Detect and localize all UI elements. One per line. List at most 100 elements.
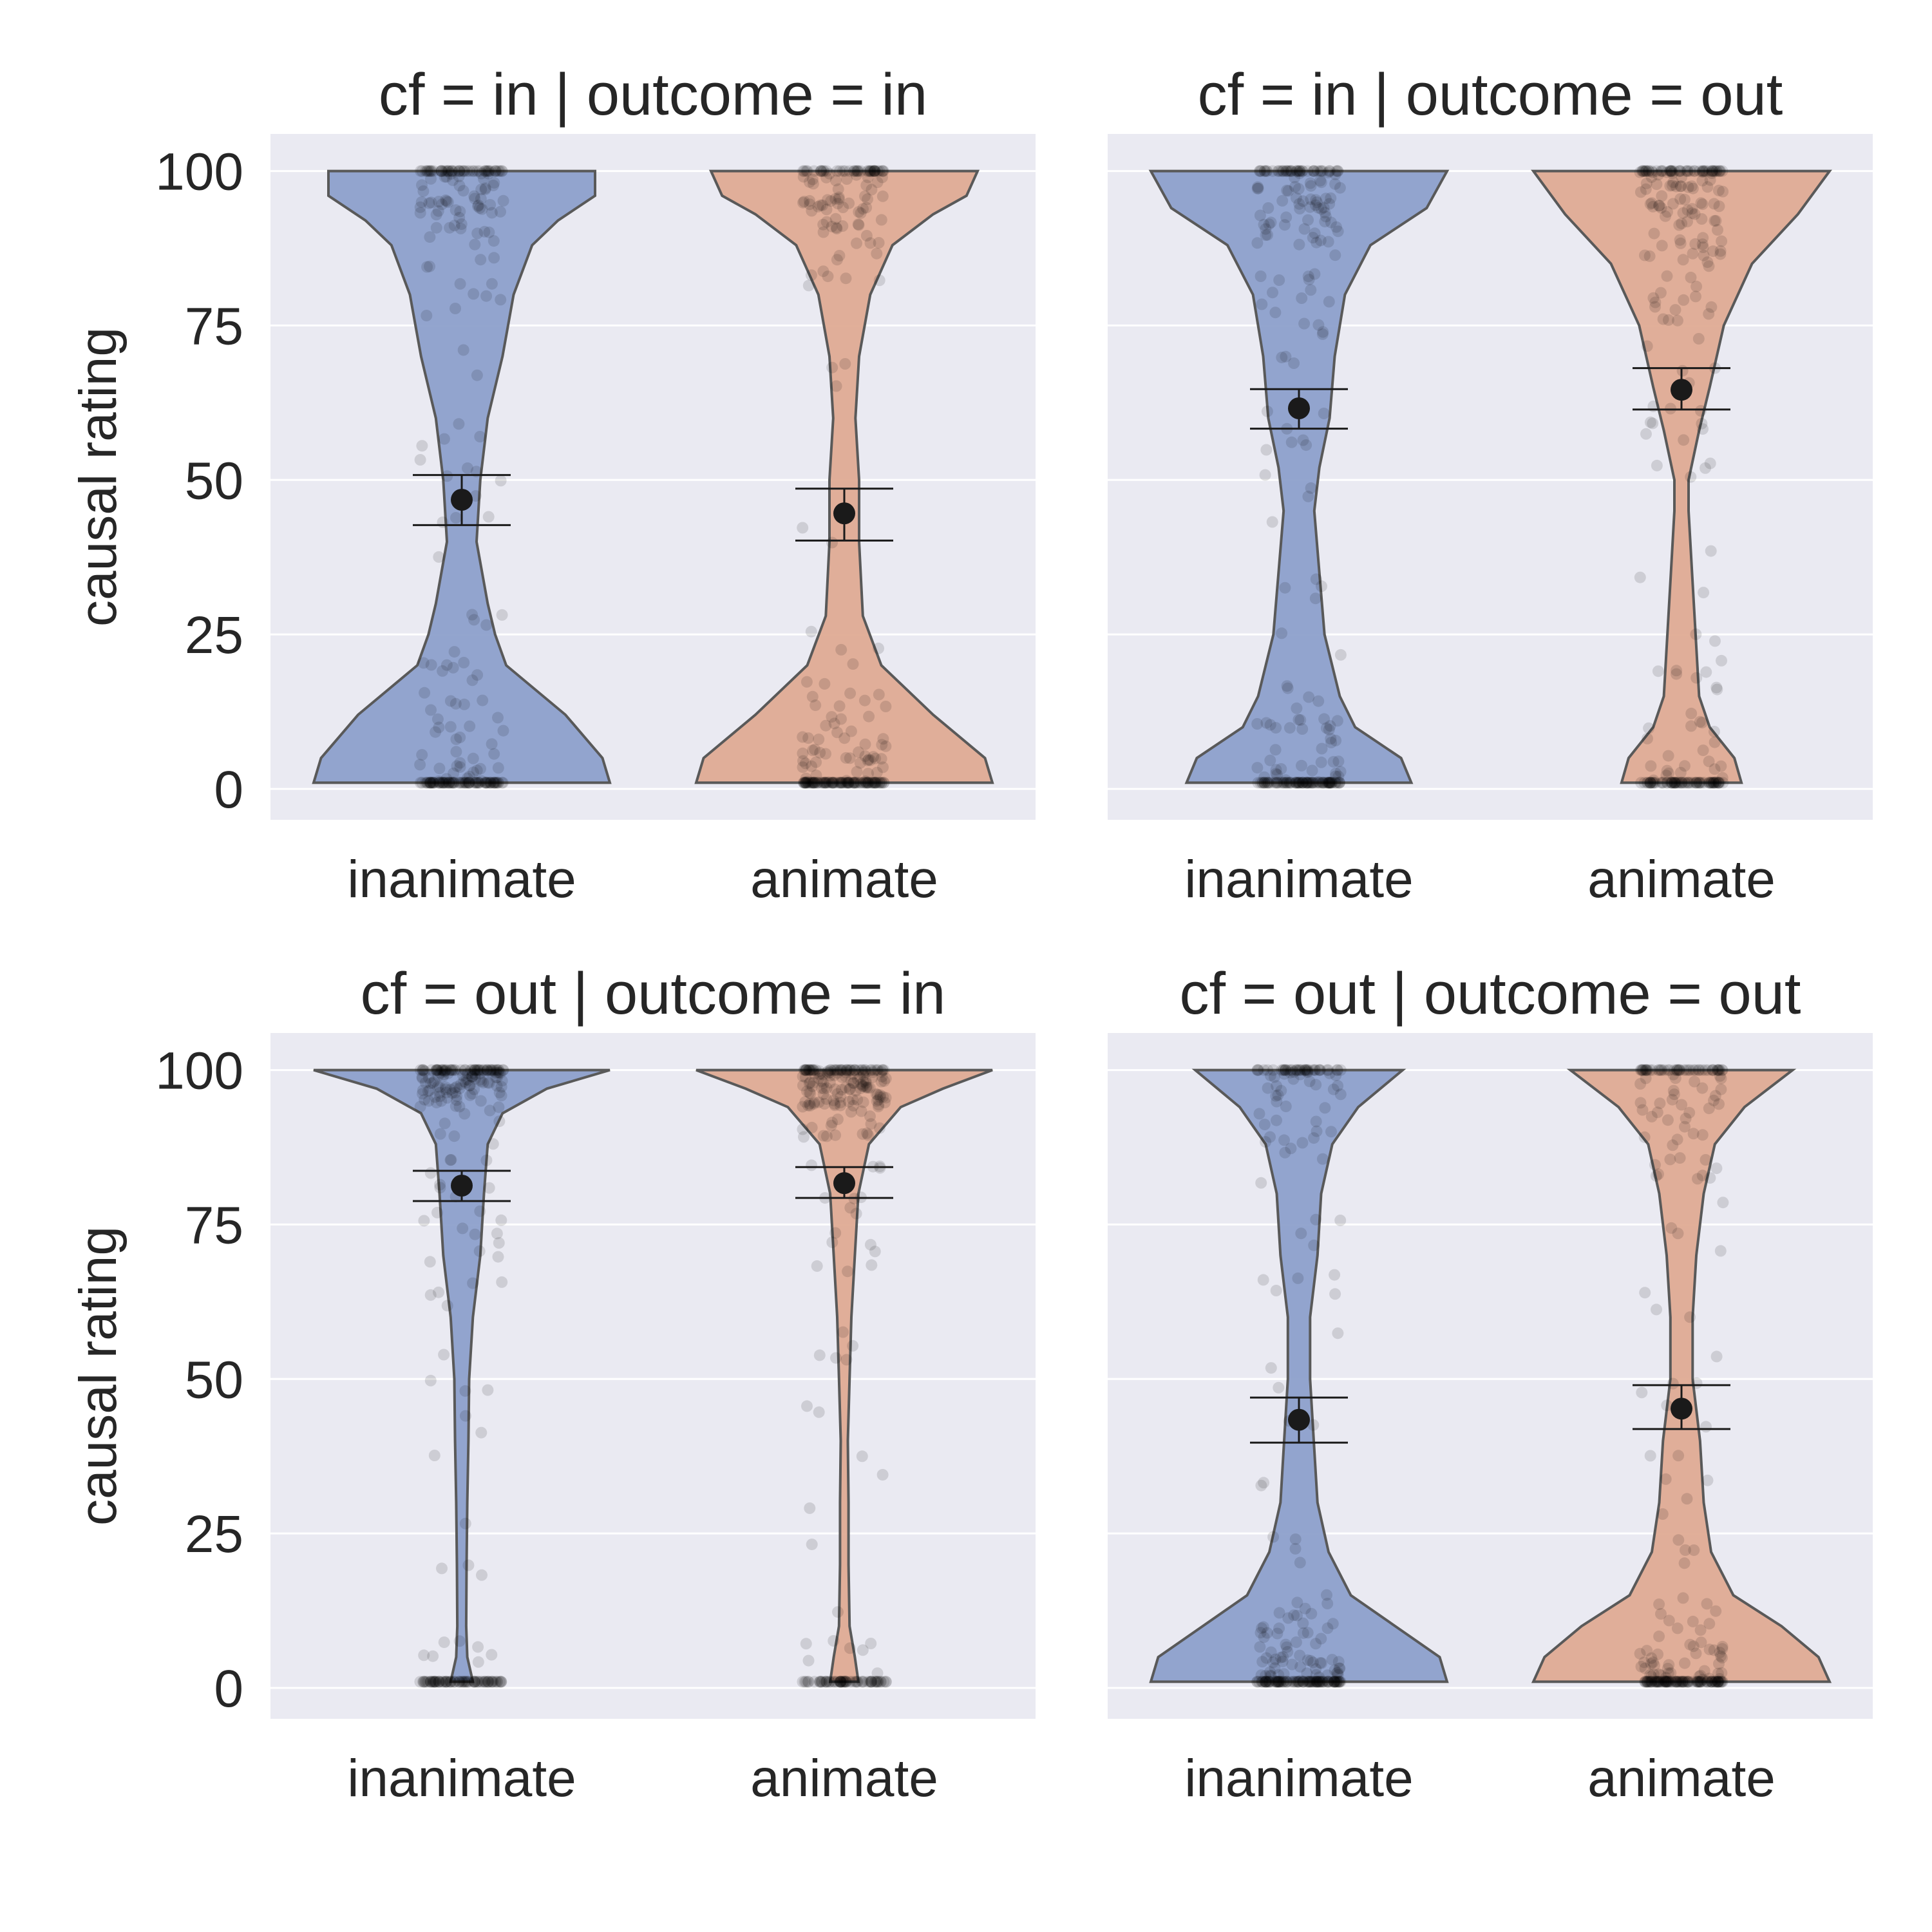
- data-point: [834, 1097, 846, 1109]
- data-point: [495, 1081, 507, 1093]
- data-point: [493, 1115, 506, 1128]
- data-point: [428, 777, 439, 789]
- data-point: [1291, 1609, 1303, 1622]
- data-point: [1259, 469, 1271, 481]
- data-point: [1313, 1676, 1325, 1688]
- data-point: [857, 1644, 869, 1656]
- data-point: [860, 777, 872, 789]
- data-point: [1260, 1676, 1272, 1688]
- data-point: [878, 1676, 890, 1688]
- data-point: [1296, 777, 1309, 789]
- data-point: [1322, 236, 1334, 248]
- data-point: [1664, 165, 1676, 177]
- data-point: [843, 1064, 855, 1076]
- data-point: [1678, 434, 1690, 446]
- data-point: [1670, 1676, 1682, 1688]
- x-tick-label: animate: [750, 1749, 938, 1808]
- data-point: [869, 752, 882, 764]
- data-point: [1682, 181, 1694, 193]
- data-point: [819, 777, 831, 789]
- data-point: [453, 165, 466, 177]
- data-point: [873, 1099, 885, 1111]
- data-point: [482, 167, 495, 180]
- data-point: [414, 454, 426, 466]
- data-point: [825, 1119, 837, 1132]
- data-point: [1262, 777, 1274, 789]
- data-point: [840, 775, 853, 787]
- data-point: [442, 1067, 454, 1079]
- data-point: [1695, 197, 1707, 209]
- data-point: [1709, 165, 1721, 177]
- data-point: [867, 751, 880, 763]
- data-point: [808, 777, 820, 789]
- data-point: [433, 777, 445, 789]
- data-point: [814, 1067, 826, 1079]
- data-point: [430, 209, 442, 221]
- data-point: [1329, 1676, 1341, 1688]
- data-point: [804, 1076, 817, 1088]
- data-point: [463, 777, 475, 789]
- data-point: [1656, 777, 1669, 789]
- data-point: [840, 1081, 851, 1094]
- data-point: [1269, 1653, 1282, 1665]
- data-point: [1693, 1676, 1705, 1688]
- data-point: [1674, 1152, 1686, 1164]
- data-point: [1679, 777, 1691, 789]
- data-point: [430, 1064, 442, 1076]
- data-point: [1712, 224, 1723, 236]
- data-point: [869, 165, 881, 177]
- data-point: [1258, 1631, 1270, 1643]
- data-point: [1680, 1064, 1692, 1076]
- data-point: [1645, 1676, 1658, 1688]
- data-point: [843, 1095, 855, 1108]
- panel-title: cf = out | outcome = out: [1180, 961, 1801, 1027]
- data-point: [817, 265, 829, 278]
- data-point: [1668, 1088, 1680, 1101]
- data-point: [873, 274, 886, 287]
- data-point: [456, 1676, 468, 1688]
- data-point: [1263, 218, 1275, 231]
- data-point: [1316, 1657, 1328, 1669]
- data-point: [1256, 777, 1268, 789]
- data-point: [1644, 777, 1656, 789]
- data-point: [1643, 1676, 1656, 1688]
- data-point: [450, 733, 462, 745]
- data-point: [1654, 1669, 1667, 1681]
- data-point: [1285, 1064, 1297, 1076]
- data-point: [1698, 587, 1710, 599]
- data-point: [1658, 1676, 1670, 1688]
- data-point: [1303, 777, 1315, 789]
- data-point: [835, 713, 847, 725]
- data-point: [1276, 1064, 1288, 1076]
- data-point: [799, 777, 811, 789]
- data-point: [821, 1066, 833, 1079]
- data-point: [1264, 1131, 1276, 1143]
- data-point: [446, 1087, 459, 1099]
- data-point: [1676, 1676, 1688, 1688]
- data-point: [799, 1676, 811, 1688]
- data-point: [1674, 180, 1687, 193]
- data-point: [799, 1096, 811, 1108]
- data-point: [459, 1676, 471, 1688]
- data-point: [1716, 1667, 1728, 1679]
- data-point: [1706, 1676, 1718, 1688]
- data-point: [433, 1676, 446, 1688]
- data-point: [1716, 165, 1728, 177]
- data-point: [1300, 777, 1312, 789]
- data-point: [1669, 1676, 1681, 1688]
- data-point: [1707, 245, 1719, 258]
- data-point: [1678, 1676, 1690, 1688]
- data-point: [1660, 1676, 1672, 1688]
- data-point: [425, 659, 437, 671]
- data-point: [835, 1099, 846, 1112]
- data-point: [1651, 1106, 1663, 1119]
- data-point: [1696, 165, 1709, 177]
- data-point: [802, 1099, 814, 1112]
- data-point: [1653, 1676, 1665, 1688]
- data-point: [875, 753, 887, 765]
- data-point: [437, 1070, 449, 1083]
- data-point: [415, 165, 426, 177]
- data-point: [1688, 165, 1700, 177]
- data-point: [857, 1128, 869, 1140]
